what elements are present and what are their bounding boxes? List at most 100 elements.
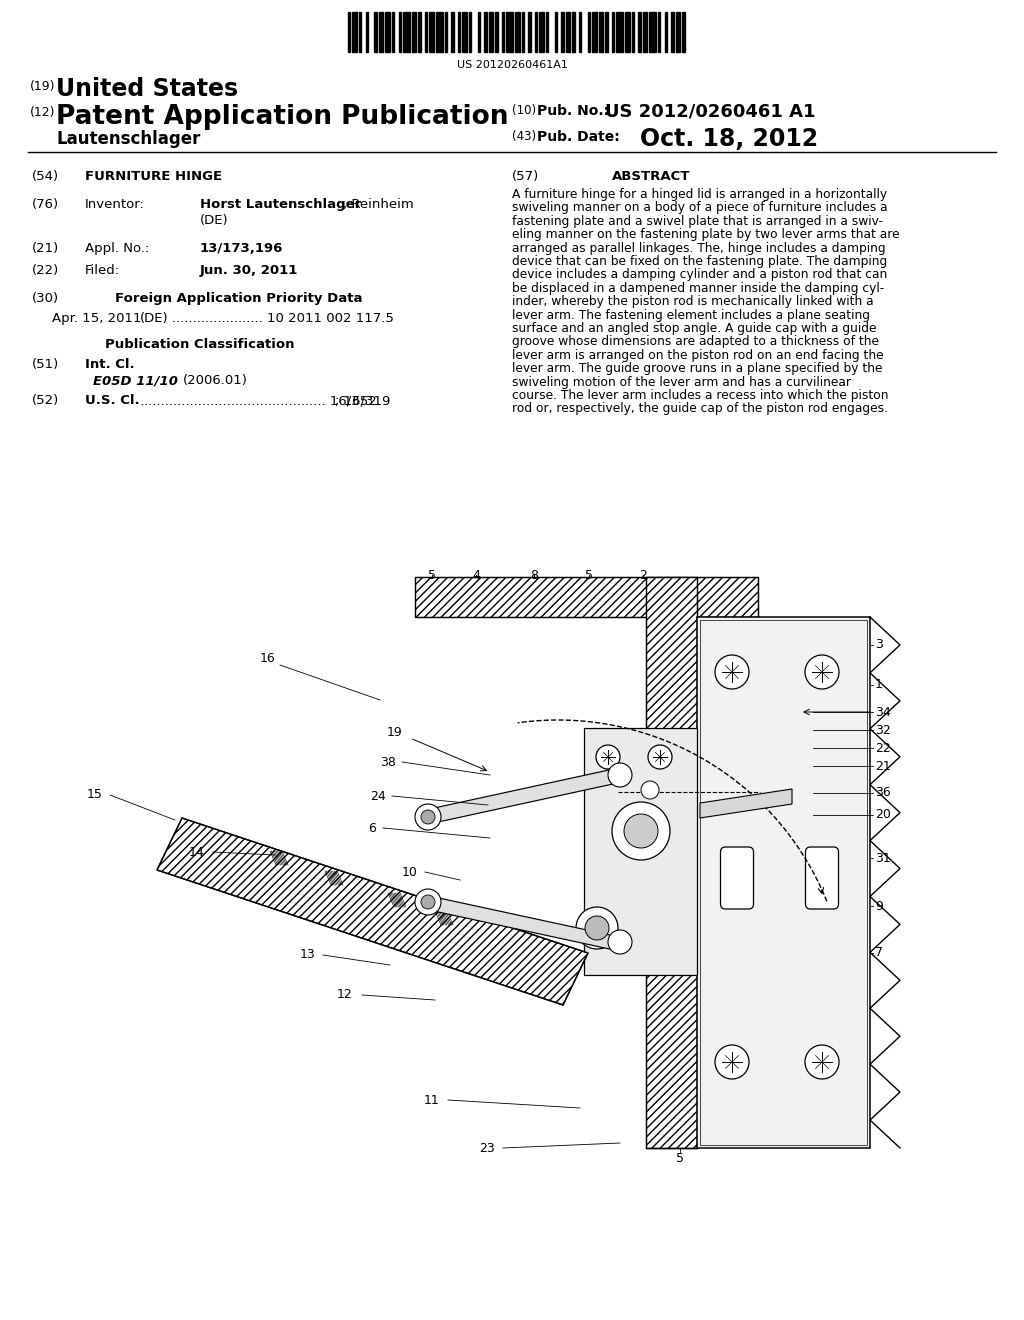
Bar (682, 12, 685, 51)
Circle shape (648, 744, 672, 770)
Bar (366, 12, 368, 51)
Text: A furniture hinge for a hinged lid is arranged in a horizontally: A furniture hinge for a hinged lid is ar… (512, 187, 887, 201)
Bar (700, 620, 867, 1144)
Bar (588, 12, 590, 51)
Text: U.S. Cl.: U.S. Cl. (85, 393, 139, 407)
Text: be displaced in a dampened manner inside the damping cyl-: be displaced in a dampened manner inside… (512, 281, 885, 294)
Text: (DE): (DE) (140, 312, 169, 325)
Text: United States: United States (56, 77, 239, 102)
Bar (484, 12, 486, 51)
Text: Appl. No.:: Appl. No.: (85, 242, 150, 255)
Circle shape (641, 781, 659, 799)
Text: Filed:: Filed: (85, 264, 120, 277)
Text: 12: 12 (337, 989, 353, 1002)
Text: Patent Application Publication: Patent Application Publication (56, 104, 509, 129)
Text: (21): (21) (32, 242, 59, 255)
Text: Oct. 18, 2012: Oct. 18, 2012 (640, 127, 818, 150)
Text: 5: 5 (585, 569, 593, 582)
Text: Pub. Date:: Pub. Date: (537, 129, 620, 144)
Bar (561, 12, 563, 51)
Text: 8: 8 (530, 569, 538, 582)
Text: swiveling motion of the lever arm and has a curvilinear: swiveling motion of the lever arm and ha… (512, 376, 851, 388)
Text: lever arm. The fastening element includes a plane seating: lever arm. The fastening element include… (512, 309, 870, 322)
Text: US 2012/0260461 A1: US 2012/0260461 A1 (605, 102, 815, 120)
Text: 19: 19 (387, 726, 402, 739)
Polygon shape (425, 895, 614, 950)
Text: Inventor:: Inventor: (85, 198, 144, 211)
Bar (599, 12, 603, 51)
Bar (412, 12, 416, 51)
Text: 21: 21 (874, 759, 891, 772)
Bar (584, 729, 697, 975)
Bar (452, 12, 454, 51)
Text: ............................................. 16/352: ........................................… (140, 393, 377, 407)
Text: 32: 32 (874, 723, 891, 737)
Text: 13/173,196: 13/173,196 (200, 242, 284, 255)
FancyBboxPatch shape (721, 847, 754, 909)
Text: FURNITURE HINGE: FURNITURE HINGE (85, 170, 222, 183)
Circle shape (715, 1045, 749, 1078)
Bar (646, 577, 697, 1148)
Bar (579, 12, 582, 51)
Text: surface and an angled stop angle. A guide cap with a guide: surface and an angled stop angle. A guid… (512, 322, 877, 335)
Text: 22: 22 (874, 742, 891, 755)
Text: 5: 5 (676, 1151, 684, 1164)
Text: Publication Classification: Publication Classification (105, 338, 295, 351)
FancyBboxPatch shape (806, 847, 839, 909)
Bar (616, 12, 623, 51)
Text: (19): (19) (30, 81, 55, 92)
Polygon shape (157, 818, 588, 1005)
Bar (535, 12, 538, 51)
Circle shape (612, 803, 670, 861)
Text: ABSTRACT: ABSTRACT (612, 170, 690, 183)
Text: (57): (57) (512, 170, 540, 183)
Bar (488, 12, 494, 51)
Bar (379, 12, 383, 51)
Bar (458, 12, 460, 51)
Text: Horst Lautenschlager: Horst Lautenschlager (200, 198, 361, 211)
Bar (658, 12, 660, 51)
Text: 10: 10 (402, 866, 418, 879)
Bar (528, 12, 530, 51)
Bar (626, 12, 630, 51)
Circle shape (805, 1045, 839, 1078)
Text: device that can be fixed on the fastening plate. The damping: device that can be fixed on the fastenin… (512, 255, 887, 268)
Circle shape (805, 655, 839, 689)
Text: ; 16/319: ; 16/319 (335, 393, 390, 407)
Text: (2006.01): (2006.01) (183, 374, 248, 387)
Text: 5: 5 (428, 569, 436, 582)
Text: 13: 13 (300, 949, 315, 961)
Bar (415, 577, 758, 616)
Text: lever arm is arranged on the piston rod on an end facing the: lever arm is arranged on the piston rod … (512, 348, 884, 362)
Bar (478, 12, 480, 51)
Text: inder, whereby the piston rod is mechanically linked with a: inder, whereby the piston rod is mechani… (512, 296, 873, 308)
Circle shape (596, 744, 620, 770)
Circle shape (421, 810, 435, 824)
Bar (444, 12, 447, 51)
Bar (605, 12, 607, 51)
Bar (429, 12, 434, 51)
Circle shape (415, 804, 441, 830)
Bar (502, 12, 504, 51)
Text: (51): (51) (32, 358, 59, 371)
Bar (672, 12, 674, 51)
Bar (398, 12, 400, 51)
Text: eling manner on the fastening plate by two lever arms that are: eling manner on the fastening plate by t… (512, 228, 900, 242)
Text: 9: 9 (874, 899, 883, 912)
Text: 38: 38 (380, 755, 396, 768)
Bar (676, 12, 680, 51)
Bar (646, 577, 697, 1148)
Bar (632, 12, 634, 51)
Text: (DE): (DE) (200, 214, 228, 227)
Bar (592, 12, 597, 51)
Text: groove whose dimensions are adapted to a thickness of the: groove whose dimensions are adapted to a… (512, 335, 879, 348)
Bar (375, 12, 377, 51)
Bar (566, 12, 570, 51)
Text: 15: 15 (87, 788, 103, 801)
Bar (546, 12, 548, 51)
Text: (10): (10) (512, 104, 537, 117)
Bar (352, 12, 356, 51)
Text: E05D 11/10: E05D 11/10 (93, 374, 178, 387)
Circle shape (415, 888, 441, 915)
Text: arranged as parallel linkages. The, hinge includes a damping: arranged as parallel linkages. The, hing… (512, 242, 886, 255)
